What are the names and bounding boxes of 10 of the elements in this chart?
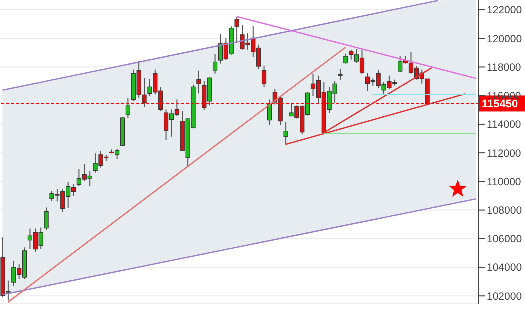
y-tick-label: 102000 xyxy=(487,290,522,303)
y-tick-label: 118000 xyxy=(487,62,522,74)
y-tick-label: 108000 xyxy=(487,205,522,218)
y-tick-label: 122000 xyxy=(487,4,522,17)
y-tick-label: 110000 xyxy=(487,176,522,188)
y-tick-label: 114000 xyxy=(487,119,522,132)
y-tick-label: 106000 xyxy=(487,234,522,246)
y-tick-label: 104000 xyxy=(487,262,522,274)
y-tick-label: 112000 xyxy=(487,148,522,160)
y-tick-label: 120000 xyxy=(487,33,522,46)
